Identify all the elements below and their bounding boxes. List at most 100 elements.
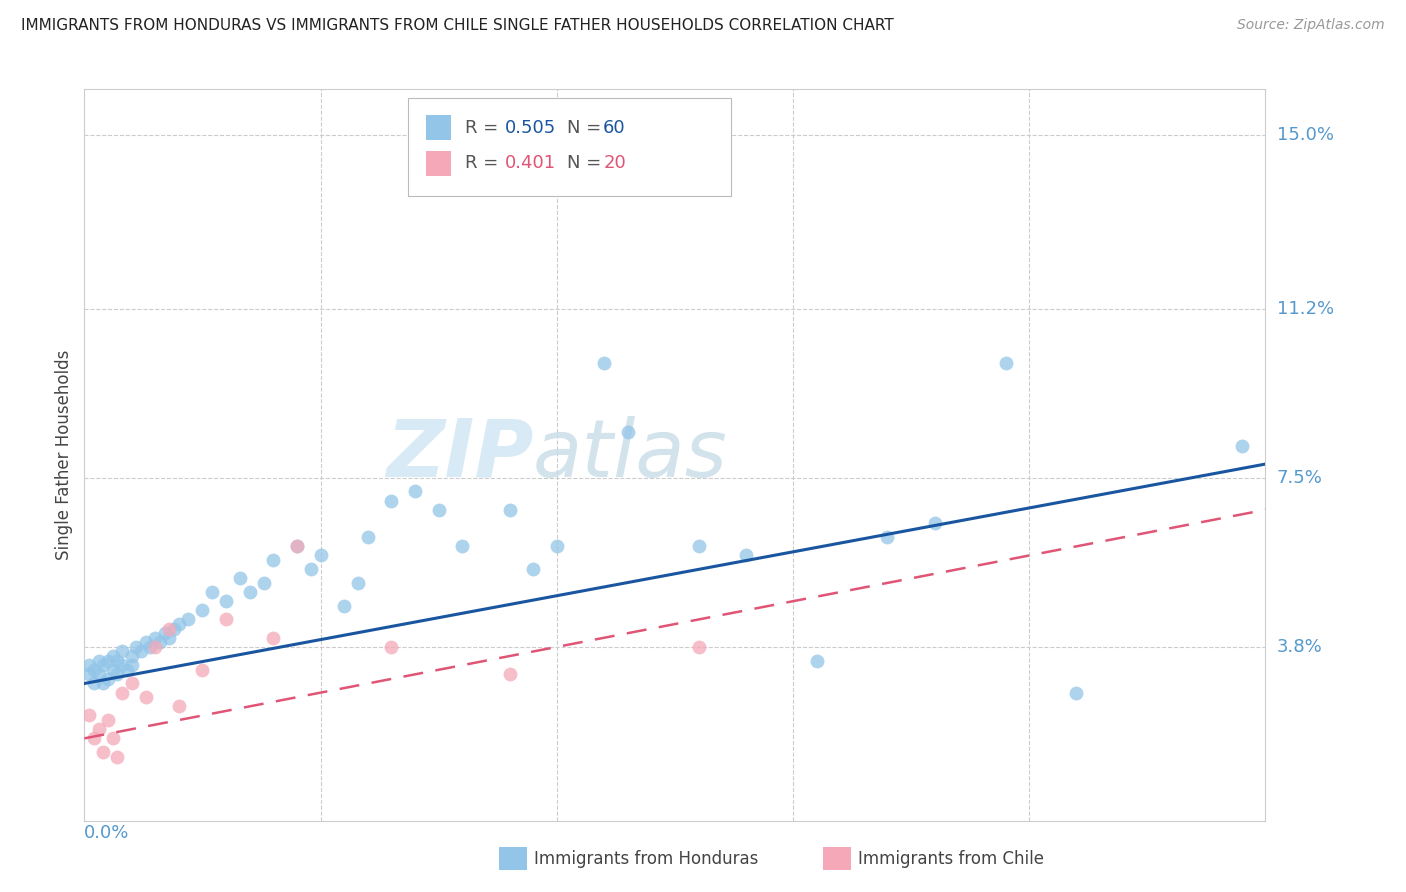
- Point: [309, 549, 332, 563]
- Point: [121, 658, 143, 673]
- Point: [285, 539, 308, 553]
- Point: [97, 654, 120, 668]
- Text: R =: R =: [465, 119, 505, 136]
- Point: [285, 539, 308, 553]
- Point: [157, 622, 180, 636]
- Text: Immigrants from Chile: Immigrants from Chile: [858, 850, 1043, 868]
- Point: [83, 676, 105, 690]
- Point: [616, 425, 638, 439]
- Text: 7.5%: 7.5%: [1277, 469, 1323, 487]
- Point: [77, 708, 100, 723]
- Point: [101, 649, 124, 664]
- Point: [167, 699, 190, 714]
- Point: [115, 663, 138, 677]
- Point: [177, 613, 200, 627]
- Point: [135, 690, 157, 705]
- Text: 60: 60: [603, 119, 626, 136]
- Point: [215, 613, 238, 627]
- Point: [91, 745, 114, 759]
- Point: [215, 594, 238, 608]
- Point: [498, 502, 520, 516]
- Point: [125, 640, 148, 654]
- Point: [77, 667, 100, 681]
- Point: [97, 713, 120, 727]
- Point: [153, 626, 176, 640]
- Point: [107, 654, 129, 668]
- Point: [1066, 685, 1088, 699]
- Point: [101, 731, 124, 746]
- Text: 0.401: 0.401: [505, 154, 555, 172]
- Point: [157, 631, 180, 645]
- Point: [83, 663, 105, 677]
- Point: [262, 553, 284, 567]
- Point: [121, 649, 143, 664]
- Point: [806, 654, 828, 668]
- Point: [143, 631, 166, 645]
- Point: [91, 676, 114, 690]
- Point: [994, 356, 1017, 371]
- Point: [688, 539, 710, 553]
- Point: [191, 603, 214, 617]
- Point: [522, 562, 544, 576]
- Point: [347, 576, 370, 591]
- Point: [593, 356, 616, 371]
- Point: [87, 723, 110, 737]
- Point: [83, 731, 105, 746]
- Point: [734, 549, 756, 563]
- Point: [253, 576, 276, 591]
- Point: [924, 516, 946, 531]
- Text: 11.2%: 11.2%: [1277, 300, 1334, 318]
- Text: 20: 20: [603, 154, 626, 172]
- Text: R =: R =: [465, 154, 505, 172]
- Point: [404, 484, 426, 499]
- Point: [451, 539, 474, 553]
- Y-axis label: Single Father Households: Single Father Households: [55, 350, 73, 560]
- Point: [357, 530, 380, 544]
- Point: [333, 599, 356, 613]
- Point: [380, 640, 402, 654]
- Point: [299, 562, 322, 576]
- Text: N =: N =: [567, 154, 606, 172]
- Text: 15.0%: 15.0%: [1277, 126, 1333, 144]
- Text: 3.8%: 3.8%: [1277, 638, 1322, 656]
- Text: N =: N =: [567, 119, 606, 136]
- Text: Immigrants from Honduras: Immigrants from Honduras: [534, 850, 759, 868]
- Point: [498, 667, 520, 681]
- Point: [111, 658, 134, 673]
- Point: [111, 685, 134, 699]
- Point: [77, 658, 100, 673]
- Point: [201, 585, 224, 599]
- Point: [107, 749, 129, 764]
- Point: [1230, 439, 1253, 453]
- Point: [121, 676, 143, 690]
- Point: [143, 640, 166, 654]
- Text: 0.0%: 0.0%: [84, 824, 129, 842]
- Point: [191, 663, 214, 677]
- Point: [546, 539, 568, 553]
- Point: [101, 663, 124, 677]
- Point: [87, 654, 110, 668]
- Point: [91, 658, 114, 673]
- Point: [239, 585, 262, 599]
- Point: [229, 571, 252, 585]
- Text: IMMIGRANTS FROM HONDURAS VS IMMIGRANTS FROM CHILE SINGLE FATHER HOUSEHOLDS CORRE: IMMIGRANTS FROM HONDURAS VS IMMIGRANTS F…: [21, 18, 894, 33]
- Point: [163, 622, 186, 636]
- Point: [876, 530, 898, 544]
- Point: [129, 644, 152, 658]
- Point: [262, 631, 284, 645]
- Point: [139, 640, 162, 654]
- Point: [111, 644, 134, 658]
- Point: [135, 635, 157, 649]
- Text: atlas: atlas: [533, 416, 728, 494]
- Point: [87, 667, 110, 681]
- Point: [688, 640, 710, 654]
- Point: [380, 493, 402, 508]
- Point: [97, 672, 120, 686]
- Point: [107, 667, 129, 681]
- Point: [149, 635, 172, 649]
- Point: [167, 617, 190, 632]
- Text: Source: ZipAtlas.com: Source: ZipAtlas.com: [1237, 18, 1385, 32]
- Point: [427, 502, 450, 516]
- Text: ZIP: ZIP: [385, 416, 533, 494]
- Text: 0.505: 0.505: [505, 119, 555, 136]
